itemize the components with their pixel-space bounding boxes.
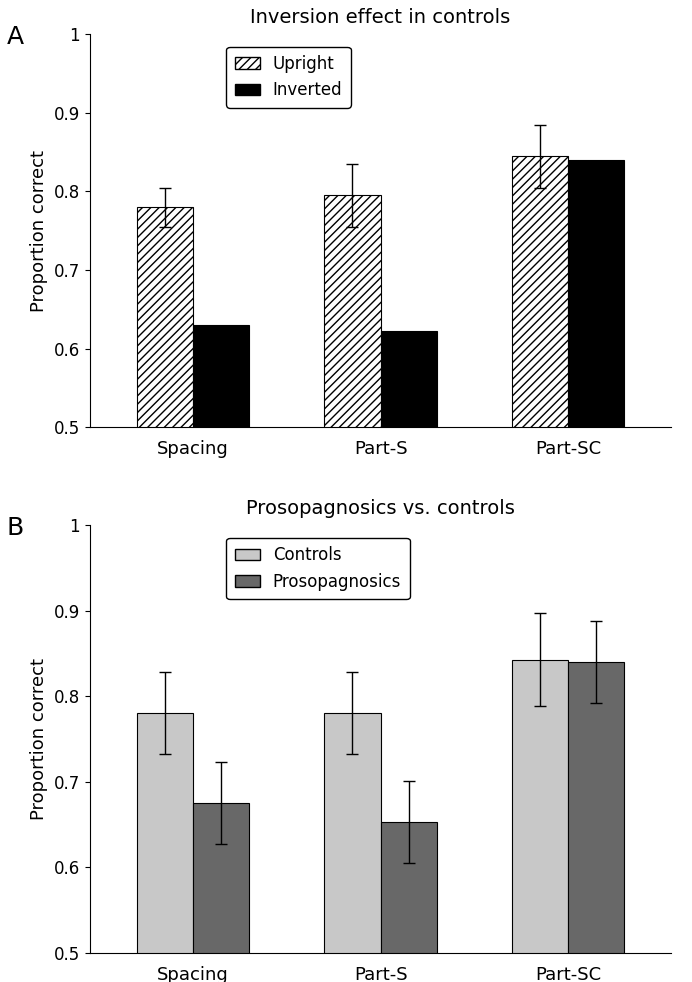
Bar: [381, 331, 437, 820]
Y-axis label: Proportion correct: Proportion correct: [30, 150, 48, 311]
Bar: [325, 713, 381, 982]
Bar: [568, 662, 624, 982]
Bar: [512, 660, 568, 982]
Bar: [137, 713, 193, 982]
Legend: Controls, Prosopagnosics: Controls, Prosopagnosics: [226, 538, 410, 599]
Bar: [325, 195, 381, 820]
Bar: [512, 156, 568, 820]
Text: B: B: [7, 516, 24, 539]
Legend: Upright, Inverted: Upright, Inverted: [226, 46, 351, 108]
Bar: [381, 822, 437, 982]
Title: Inversion effect in controls: Inversion effect in controls: [251, 8, 511, 27]
Bar: [137, 207, 193, 820]
Bar: [193, 325, 249, 820]
Bar: [568, 160, 624, 820]
Bar: [193, 803, 249, 982]
Y-axis label: Proportion correct: Proportion correct: [30, 658, 48, 820]
Text: A: A: [7, 25, 24, 48]
Title: Prosopagnosics vs. controls: Prosopagnosics vs. controls: [246, 499, 515, 518]
